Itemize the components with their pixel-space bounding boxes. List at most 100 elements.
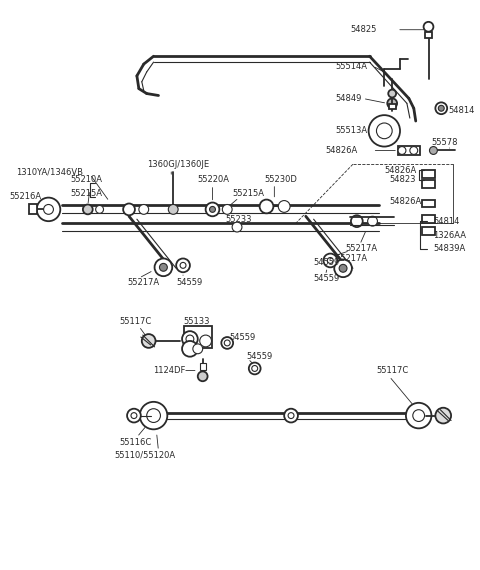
- Text: 55513A: 55513A: [335, 127, 367, 135]
- Circle shape: [327, 258, 333, 263]
- Text: 1360GJ/1360JE: 1360GJ/1360JE: [147, 160, 209, 169]
- Circle shape: [334, 259, 352, 277]
- Text: 54826A: 54826A: [384, 166, 417, 174]
- Text: 55233: 55233: [225, 215, 252, 223]
- Circle shape: [127, 409, 141, 422]
- Text: 1310YA/1346VB: 1310YA/1346VB: [16, 168, 83, 177]
- Circle shape: [139, 205, 149, 214]
- Circle shape: [368, 216, 377, 226]
- Circle shape: [159, 263, 168, 271]
- Bar: [29, 205, 37, 214]
- Circle shape: [200, 335, 212, 347]
- Text: 54814: 54814: [433, 217, 460, 226]
- Circle shape: [210, 206, 216, 213]
- Circle shape: [221, 337, 233, 349]
- Bar: [398, 145, 420, 156]
- Circle shape: [406, 403, 432, 428]
- Circle shape: [278, 201, 290, 213]
- Circle shape: [435, 408, 451, 424]
- Circle shape: [284, 409, 298, 422]
- Text: 55514A: 55514A: [335, 62, 367, 71]
- Text: 55210A: 55210A: [70, 176, 102, 185]
- Circle shape: [224, 340, 230, 346]
- Circle shape: [376, 123, 392, 139]
- Text: 54826A: 54826A: [325, 146, 358, 155]
- Text: 55116C: 55116C: [119, 438, 152, 447]
- Text: 55230D: 55230D: [264, 176, 298, 185]
- Text: 55133: 55133: [183, 317, 210, 326]
- Circle shape: [252, 365, 258, 372]
- Circle shape: [140, 402, 168, 429]
- Circle shape: [410, 146, 418, 154]
- Bar: [421, 180, 435, 188]
- Text: 55217A: 55217A: [335, 254, 367, 263]
- Circle shape: [435, 103, 447, 114]
- Circle shape: [369, 115, 400, 146]
- Circle shape: [123, 203, 135, 215]
- Text: 54825: 54825: [350, 25, 376, 34]
- Text: 55217A: 55217A: [345, 244, 377, 253]
- Circle shape: [413, 410, 425, 421]
- Circle shape: [96, 205, 104, 213]
- Circle shape: [83, 205, 93, 214]
- Circle shape: [438, 105, 444, 111]
- Text: 54559: 54559: [176, 278, 203, 287]
- Text: 54559: 54559: [313, 258, 340, 267]
- Circle shape: [260, 200, 274, 213]
- Text: 55117C: 55117C: [119, 317, 152, 326]
- Circle shape: [142, 334, 156, 348]
- Circle shape: [193, 344, 203, 354]
- Bar: [200, 363, 205, 370]
- Circle shape: [288, 413, 294, 418]
- Text: 54559: 54559: [229, 332, 255, 341]
- Text: 55110/55120A: 55110/55120A: [114, 450, 175, 459]
- Circle shape: [249, 363, 261, 374]
- Circle shape: [387, 99, 397, 108]
- Text: 54826A: 54826A: [389, 197, 421, 206]
- Text: 55220A: 55220A: [198, 176, 230, 185]
- Text: 1124DF: 1124DF: [154, 366, 186, 375]
- Bar: [425, 32, 432, 38]
- Circle shape: [186, 335, 194, 343]
- Bar: [421, 215, 435, 223]
- Circle shape: [222, 205, 232, 214]
- Bar: [389, 104, 396, 109]
- Circle shape: [205, 202, 219, 216]
- Text: 54823: 54823: [389, 176, 416, 185]
- Text: 54849: 54849: [335, 94, 361, 103]
- Circle shape: [339, 264, 347, 272]
- Bar: [421, 170, 435, 178]
- Text: 54559: 54559: [247, 352, 273, 361]
- Circle shape: [182, 341, 198, 357]
- Circle shape: [168, 205, 178, 214]
- Circle shape: [324, 254, 337, 267]
- Circle shape: [423, 22, 433, 32]
- Circle shape: [388, 89, 396, 97]
- Circle shape: [398, 146, 406, 154]
- Text: 55215A: 55215A: [70, 189, 102, 198]
- Bar: [421, 227, 435, 235]
- Circle shape: [155, 258, 172, 276]
- Circle shape: [37, 198, 60, 221]
- Circle shape: [131, 413, 137, 418]
- Text: 55578: 55578: [432, 138, 458, 147]
- Text: 55215A: 55215A: [232, 189, 264, 198]
- Circle shape: [180, 262, 186, 268]
- Text: 54839A: 54839A: [433, 244, 466, 253]
- Text: 54559: 54559: [313, 274, 340, 283]
- Circle shape: [182, 331, 198, 347]
- Circle shape: [232, 222, 242, 232]
- Text: 1326AA: 1326AA: [433, 231, 467, 241]
- Circle shape: [147, 409, 160, 422]
- Circle shape: [430, 146, 437, 154]
- Text: 55216A: 55216A: [9, 192, 41, 201]
- Bar: [421, 200, 435, 207]
- Circle shape: [351, 215, 363, 227]
- Circle shape: [44, 205, 53, 214]
- Circle shape: [198, 372, 207, 381]
- Text: 55217A: 55217A: [127, 278, 159, 287]
- Text: 54814: 54814: [448, 105, 475, 115]
- Bar: [184, 326, 212, 348]
- Circle shape: [176, 258, 190, 272]
- Text: 55117C: 55117C: [376, 366, 408, 375]
